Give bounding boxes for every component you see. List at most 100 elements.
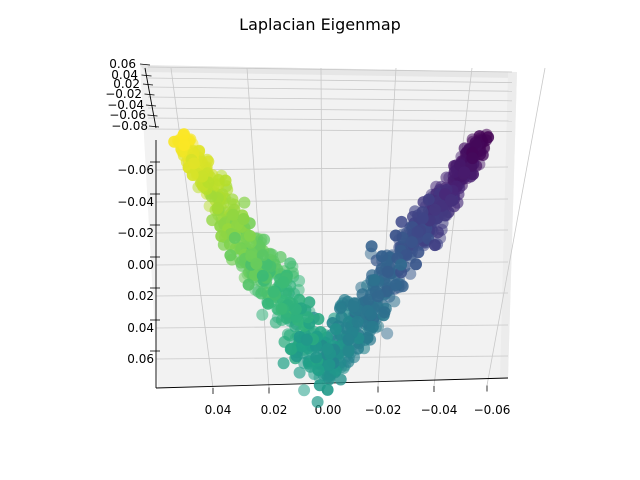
scatter-point xyxy=(364,308,377,321)
scatter-point xyxy=(329,323,342,336)
z-tick-label: −0.02 xyxy=(117,226,154,240)
scatter-point xyxy=(347,300,360,313)
scatter-point xyxy=(228,231,241,244)
grid-line-y xyxy=(147,86,513,92)
scatter-point xyxy=(482,131,495,144)
scatter-point xyxy=(284,257,297,270)
grid-line-x xyxy=(486,67,546,386)
scatter-point xyxy=(366,320,379,333)
y-tick-label: −0.04 xyxy=(107,98,144,112)
scatter-point xyxy=(438,209,451,222)
scatter-point xyxy=(458,166,471,179)
y-tick-label: 0.04 xyxy=(111,68,138,82)
scatter-point xyxy=(381,327,394,340)
axes-3d: 0.04 0.02 0.00 −0.02 −0.04 −0.06 −0.06−0.04−0… xyxy=(105,57,546,417)
scatter-point xyxy=(284,343,297,356)
scatter-point xyxy=(215,230,228,243)
scatter-point xyxy=(250,257,263,270)
grid-line-x xyxy=(246,67,270,388)
scatter-point xyxy=(219,174,232,187)
grid-line-y xyxy=(147,117,513,122)
scatter-point xyxy=(224,249,237,262)
scatter-point xyxy=(444,194,457,206)
scatter-point xyxy=(256,308,269,321)
grid-line-x xyxy=(377,67,397,387)
z-tick-label: −0.04 xyxy=(117,195,154,209)
scatter-point xyxy=(334,373,347,386)
x-tick-label: 0.04 xyxy=(205,403,232,417)
grid-line-z xyxy=(155,261,509,266)
y-tick-label: −0.06 xyxy=(109,108,146,122)
y-ticks: 0.060.040.02−0.02−0.04−0.06−0.08 xyxy=(105,57,160,133)
y-axis-line xyxy=(144,67,157,129)
z-tick-label: 0.00 xyxy=(127,258,154,272)
scatter-point xyxy=(312,364,325,376)
side-pane xyxy=(500,72,517,378)
scatter-point xyxy=(321,383,334,396)
scatter-point xyxy=(428,239,441,252)
scatter-point xyxy=(323,358,336,371)
scatter-point xyxy=(311,396,324,408)
scatter-point xyxy=(429,203,441,216)
scatter-point xyxy=(416,212,429,225)
scatter-point xyxy=(237,213,250,225)
scatter-point xyxy=(289,303,302,316)
z-ticks: −0.06 −0.04 −0.02 0.00 0.02 0.04 0.06 xyxy=(117,161,160,366)
z-tick-label: 0.02 xyxy=(127,289,154,303)
scatter-point xyxy=(395,258,408,271)
y-tick-mark xyxy=(144,93,155,96)
scatter-point xyxy=(275,302,288,315)
scatter-point xyxy=(227,208,240,221)
scatter-point xyxy=(334,302,346,315)
scatter-point xyxy=(422,193,435,206)
scatter-point xyxy=(206,214,219,227)
scatter-point xyxy=(238,196,251,209)
grid-line-y xyxy=(147,107,513,112)
y-tick-mark xyxy=(139,63,151,66)
scatter-point xyxy=(302,311,314,324)
scatter-point xyxy=(352,342,364,355)
scatter-point xyxy=(365,240,378,253)
grid-line-y xyxy=(147,96,513,102)
scatter-point xyxy=(410,258,422,271)
scatter-point xyxy=(381,265,394,278)
y-tick-mark xyxy=(145,104,157,107)
scatter-point xyxy=(211,192,224,204)
y-tick-mark xyxy=(147,114,158,117)
scatter-point xyxy=(361,331,374,344)
grid-line-x xyxy=(170,67,214,389)
scatter-point xyxy=(298,384,311,397)
scatter-point xyxy=(412,246,425,259)
z-tick-label: 0.04 xyxy=(127,321,154,335)
scatter-point xyxy=(300,333,313,346)
scatter-point xyxy=(186,169,199,181)
x-tick-label: −0.06 xyxy=(474,403,511,417)
y-tick-label: −0.08 xyxy=(111,119,148,133)
back-pane xyxy=(140,65,517,388)
scatter-point xyxy=(256,269,269,282)
scatter-point xyxy=(168,135,181,148)
y-tick-mark xyxy=(148,125,160,128)
scatter-point xyxy=(260,258,273,271)
scatter-point xyxy=(431,226,444,239)
scatter-point xyxy=(293,366,306,379)
scatter-points xyxy=(168,128,495,408)
scatter-point xyxy=(371,290,384,303)
x-tick-label: −0.02 xyxy=(365,403,402,417)
scatter-point xyxy=(267,285,280,298)
scatter-point xyxy=(342,345,355,358)
scatter-point xyxy=(362,293,375,306)
y-tick-label: −0.02 xyxy=(105,87,142,101)
scatter-point xyxy=(312,313,325,325)
scatter-point xyxy=(242,278,255,291)
chart-title: Laplacian Eigenmap xyxy=(239,15,401,34)
scatter-point xyxy=(280,312,293,324)
scatter-point xyxy=(310,351,323,364)
y-tick-label: 0.06 xyxy=(109,57,136,71)
z-tick-label: 0.06 xyxy=(127,352,154,366)
scatter-point xyxy=(187,157,200,170)
scatter-point xyxy=(211,202,224,215)
scatter-point xyxy=(178,139,191,151)
z-tick-label: −0.06 xyxy=(117,163,154,177)
scatter-point xyxy=(405,236,418,249)
